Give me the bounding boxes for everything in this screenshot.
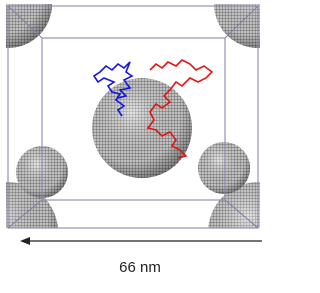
figure: 66 nm [0, 0, 264, 293]
spheres [0, 0, 264, 282]
page: {"scale_label": "66 nm"} [0, 0, 264, 293]
sphere [208, 182, 264, 282]
sphere [92, 78, 192, 178]
sphere [0, 182, 58, 282]
scale-bar [20, 237, 262, 245]
sphere [198, 142, 250, 194]
scale-label: 66 nm [119, 259, 161, 276]
